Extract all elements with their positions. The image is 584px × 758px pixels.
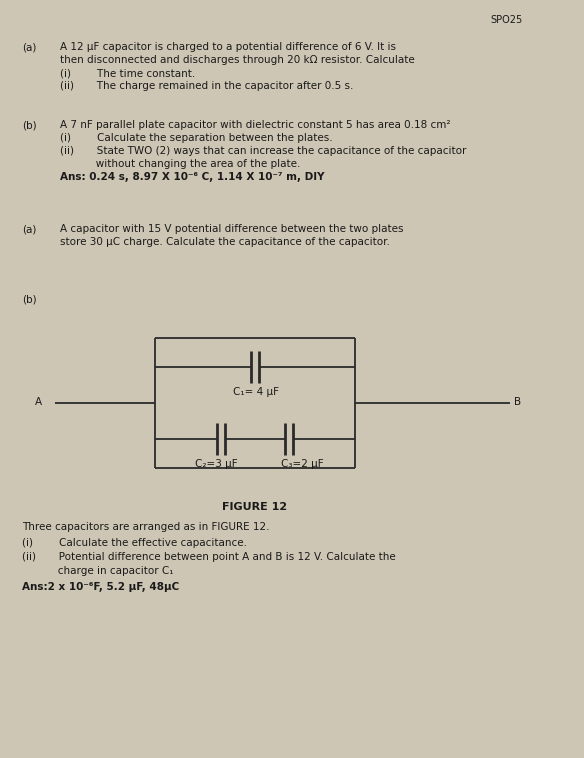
Text: Three capacitors are arranged as in FIGURE 12.: Three capacitors are arranged as in FIGU… (22, 522, 269, 532)
Text: SPO25: SPO25 (490, 15, 522, 25)
Text: then disconnected and discharges through 20 kΩ resistor. Calculate: then disconnected and discharges through… (60, 55, 415, 65)
Text: (ii)       State TWO (2) ways that can increase the capacitance of the capacitor: (ii) State TWO (2) ways that can increas… (60, 146, 467, 156)
Text: (i)        Calculate the separation between the plates.: (i) Calculate the separation between the… (60, 133, 333, 143)
Text: (i)        Calculate the effective capacitance.: (i) Calculate the effective capacitance. (22, 538, 247, 548)
Text: (ii)       The charge remained in the capacitor after 0.5 s.: (ii) The charge remained in the capacito… (60, 81, 353, 91)
Text: A: A (35, 397, 42, 407)
Text: A 7 nF parallel plate capacitor with dielectric constant 5 has area 0.18 cm²: A 7 nF parallel plate capacitor with die… (60, 120, 450, 130)
Text: (ii)       Potential difference between point A and B is 12 V. Calculate the: (ii) Potential difference between point … (22, 552, 396, 562)
Text: (b): (b) (22, 120, 37, 130)
Text: (a): (a) (22, 42, 36, 52)
Text: without changing the area of the plate.: without changing the area of the plate. (60, 159, 300, 169)
Text: (b): (b) (22, 295, 37, 305)
Text: store 30 μC charge. Calculate the capacitance of the capacitor.: store 30 μC charge. Calculate the capaci… (60, 237, 390, 247)
Text: FIGURE 12: FIGURE 12 (223, 502, 287, 512)
Text: Ans: 0.24 s, 8.97 X 10⁻⁶ C, 1.14 X 10⁻⁷ m, DIY: Ans: 0.24 s, 8.97 X 10⁻⁶ C, 1.14 X 10⁻⁷ … (60, 172, 325, 182)
Text: B: B (514, 397, 521, 407)
Text: Ans:2 x 10⁻⁶F, 5.2 μF, 48μC: Ans:2 x 10⁻⁶F, 5.2 μF, 48μC (22, 582, 179, 592)
Text: C₁= 4 μF: C₁= 4 μF (233, 387, 279, 397)
Text: A capacitor with 15 V potential difference between the two plates: A capacitor with 15 V potential differen… (60, 224, 404, 234)
Text: C₃=2 μF: C₃=2 μF (281, 459, 324, 468)
Text: (a): (a) (22, 224, 36, 234)
Text: (i)        The time constant.: (i) The time constant. (60, 68, 195, 78)
Text: A 12 μF capacitor is charged to a potential difference of 6 V. It is: A 12 μF capacitor is charged to a potent… (60, 42, 396, 52)
Text: C₂=3 μF: C₂=3 μF (195, 459, 238, 468)
Text: charge in capacitor C₁: charge in capacitor C₁ (22, 566, 173, 576)
